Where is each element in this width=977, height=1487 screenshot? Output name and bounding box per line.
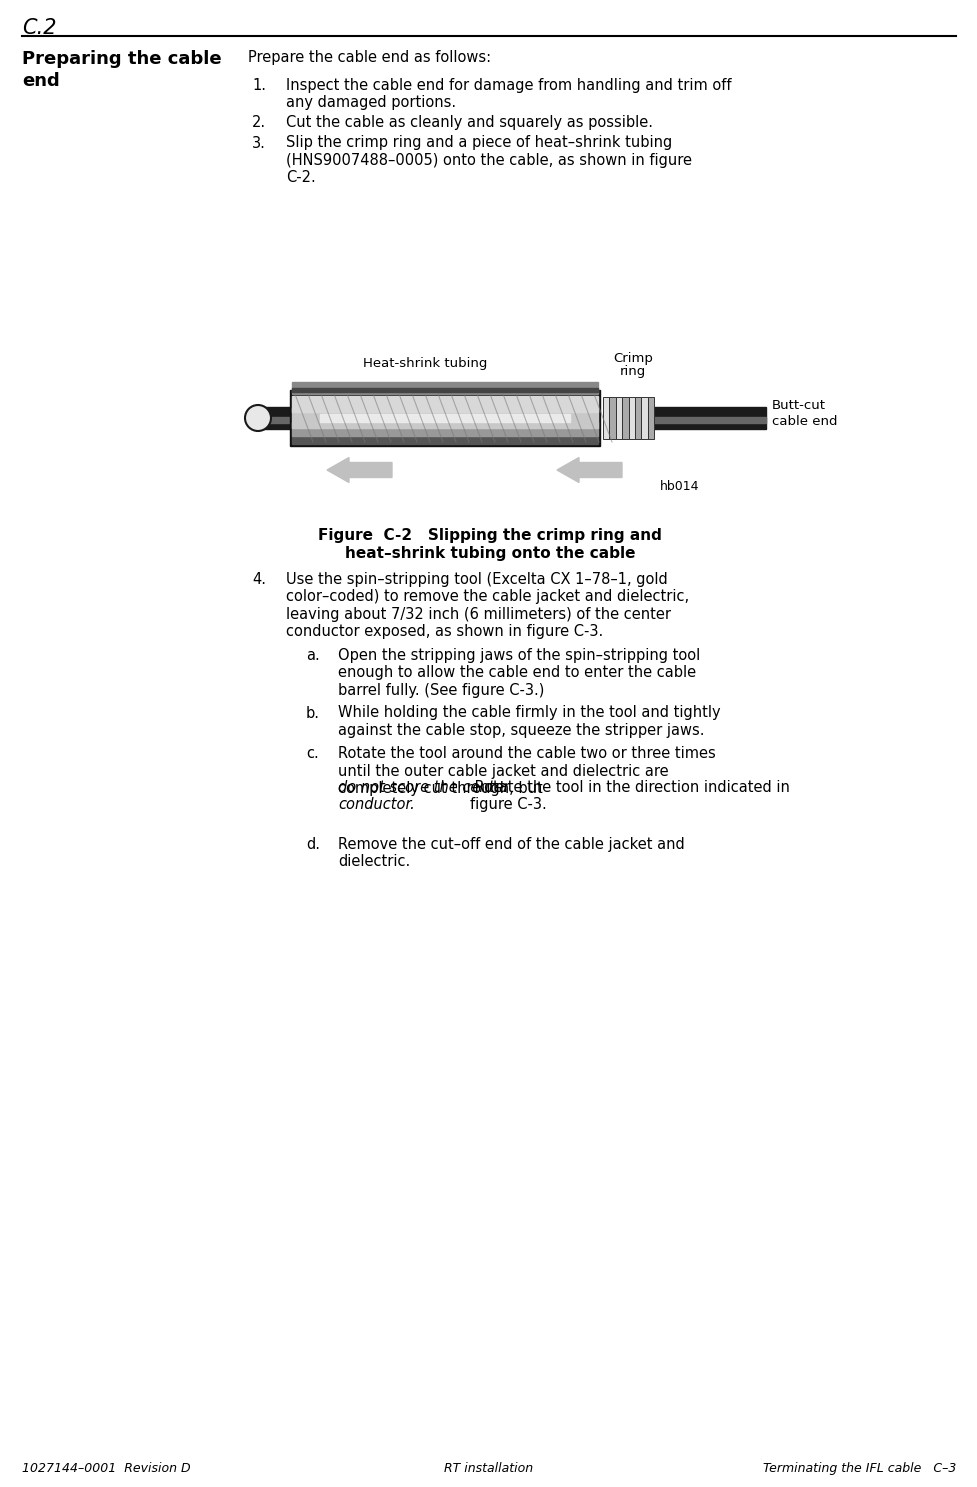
Text: 1027144–0001  Revision D: 1027144–0001 Revision D xyxy=(21,1462,191,1475)
Bar xyxy=(651,416,765,422)
Text: 4.: 4. xyxy=(252,572,266,587)
Bar xyxy=(621,397,628,439)
Bar xyxy=(290,390,599,446)
Text: hb014: hb014 xyxy=(659,480,699,494)
Bar xyxy=(647,397,654,439)
Bar xyxy=(634,397,641,439)
Bar xyxy=(292,407,597,428)
Text: Heat-shrink tubing: Heat-shrink tubing xyxy=(362,357,487,370)
Text: cable end: cable end xyxy=(771,415,836,428)
Text: Slip the crimp ring and a piece of heat–shrink tubing
(HNS9007488–0005) onto the: Slip the crimp ring and a piece of heat–… xyxy=(285,135,692,186)
Text: 1.: 1. xyxy=(252,77,266,94)
Text: Use the spin–stripping tool (Excelta CX 1–78–1, gold
color–coded) to remove the : Use the spin–stripping tool (Excelta CX … xyxy=(285,572,689,639)
Bar xyxy=(609,397,616,439)
Bar xyxy=(292,422,597,436)
Text: ring: ring xyxy=(619,364,646,378)
Text: Crimp: Crimp xyxy=(613,352,653,364)
Text: d.: d. xyxy=(306,837,319,852)
Bar xyxy=(651,407,765,430)
Bar xyxy=(616,397,621,439)
Bar xyxy=(603,397,609,439)
Circle shape xyxy=(245,404,271,431)
Text: Rotate the tool in the direction indicated in
figure C-3.: Rotate the tool in the direction indicat… xyxy=(470,779,789,812)
Bar xyxy=(292,382,597,394)
Text: Prepare the cable end as follows:: Prepare the cable end as follows: xyxy=(248,51,490,65)
Bar xyxy=(628,397,634,439)
FancyArrow shape xyxy=(557,458,621,482)
Text: 3.: 3. xyxy=(252,135,266,150)
Text: b.: b. xyxy=(306,705,319,721)
Text: While holding the cable firmly in the tool and tightly
against the cable stop, s: While holding the cable firmly in the to… xyxy=(338,705,720,738)
Text: Preparing the cable: Preparing the cable xyxy=(21,51,222,68)
Text: Remove the cut–off end of the cable jacket and
dielectric.: Remove the cut–off end of the cable jack… xyxy=(338,837,684,870)
Bar xyxy=(292,388,597,393)
Text: end: end xyxy=(21,71,60,91)
Bar xyxy=(256,407,293,430)
Bar xyxy=(319,413,570,422)
Text: a.: a. xyxy=(306,648,319,663)
Text: Terminating the IFL cable   C–3: Terminating the IFL cable C–3 xyxy=(762,1462,956,1475)
Bar xyxy=(292,396,597,412)
Bar xyxy=(641,397,647,439)
Bar xyxy=(292,436,597,445)
Text: Inspect the cable end for damage from handling and trim off
any damaged portions: Inspect the cable end for damage from ha… xyxy=(285,77,731,110)
Text: 2.: 2. xyxy=(252,114,266,129)
Text: Rotate the tool around the cable two or three times
until the outer cable jacket: Rotate the tool around the cable two or … xyxy=(338,746,715,797)
Text: RT installation: RT installation xyxy=(444,1462,533,1475)
Text: C.2: C.2 xyxy=(21,18,57,39)
Text: Figure  C-2   Slipping the crimp ring and: Figure C-2 Slipping the crimp ring and xyxy=(318,528,661,543)
Text: c.: c. xyxy=(306,746,319,761)
Text: heat–shrink tubing onto the cable: heat–shrink tubing onto the cable xyxy=(345,546,635,561)
Bar xyxy=(256,416,293,422)
FancyArrow shape xyxy=(326,458,392,482)
Text: Cut the cable as cleanly and squarely as possible.: Cut the cable as cleanly and squarely as… xyxy=(285,114,653,129)
Text: Open the stripping jaws of the spin–stripping tool
enough to allow the cable end: Open the stripping jaws of the spin–stri… xyxy=(338,648,700,697)
Text: do not score the center
conductor.: do not score the center conductor. xyxy=(338,779,509,812)
Text: Butt-cut: Butt-cut xyxy=(771,399,826,412)
